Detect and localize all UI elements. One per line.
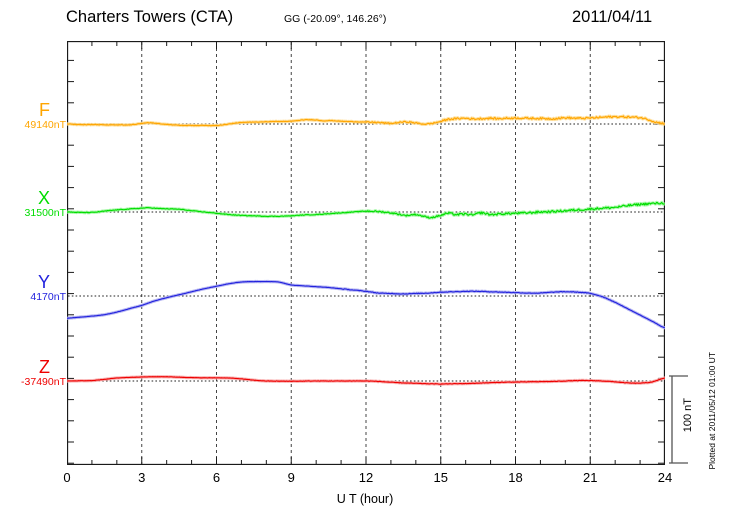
x-tick-label-15: 15 xyxy=(433,470,448,485)
trace-y xyxy=(67,279,665,330)
component-label-z: Z -37490nT xyxy=(0,358,66,388)
plotted-at-caption: Plotted at 2011/05/12 01:00 UT xyxy=(707,352,717,470)
x-axis-title: U T (hour) xyxy=(336,492,394,506)
component-baseline-x: 31500nT xyxy=(24,207,66,219)
station-name: Charters Towers (CTA) xyxy=(66,8,234,26)
x-tick-label-21: 21 xyxy=(583,470,598,485)
x-tick-label-0: 0 xyxy=(63,470,71,485)
scale-bar xyxy=(668,375,694,465)
component-baseline-f: 49140nT xyxy=(24,119,66,131)
trace-line-y xyxy=(67,280,665,329)
trace-line-f xyxy=(67,115,665,127)
scale-bar-glyph xyxy=(669,375,688,464)
x-tick-label-24: 24 xyxy=(657,470,673,485)
observation-date: 2011/04/11 xyxy=(572,8,653,26)
x-tick-label-3: 3 xyxy=(138,470,146,485)
component-baseline-z: -37490nT xyxy=(21,376,66,388)
x-tick-label-9: 9 xyxy=(287,470,295,485)
component-symbol-y: Y xyxy=(37,272,50,292)
x-tick-label-12: 12 xyxy=(358,470,374,485)
x-tick-label-18: 18 xyxy=(508,470,523,485)
component-label-y: Y 4170nT xyxy=(0,273,66,303)
trace-x xyxy=(67,200,665,220)
component-symbol-z: Z xyxy=(39,357,50,377)
trace-z xyxy=(67,375,665,386)
component-baseline-y: 4170nT xyxy=(30,291,66,303)
magnetogram-plot-area xyxy=(67,41,665,465)
trace-line-z xyxy=(67,376,665,385)
component-symbol-f: F xyxy=(39,100,50,120)
component-label-f: F 49140nT xyxy=(0,101,66,131)
plot-frame xyxy=(67,41,665,465)
chart-header: Charters Towers (CTA) GG (-20.09°, 146.2… xyxy=(0,0,730,40)
trace-f xyxy=(67,114,665,128)
x-tick-label-6: 6 xyxy=(212,470,221,485)
magnetogram-svg xyxy=(67,41,665,465)
component-symbol-x: X xyxy=(37,188,50,208)
geographic-coordinates: GG (-20.09°, 146.26°) xyxy=(284,13,387,25)
component-label-x: X 31500nT xyxy=(0,189,66,219)
scale-bar-label: 100 nT xyxy=(682,398,694,433)
trace-line-x xyxy=(67,201,665,219)
